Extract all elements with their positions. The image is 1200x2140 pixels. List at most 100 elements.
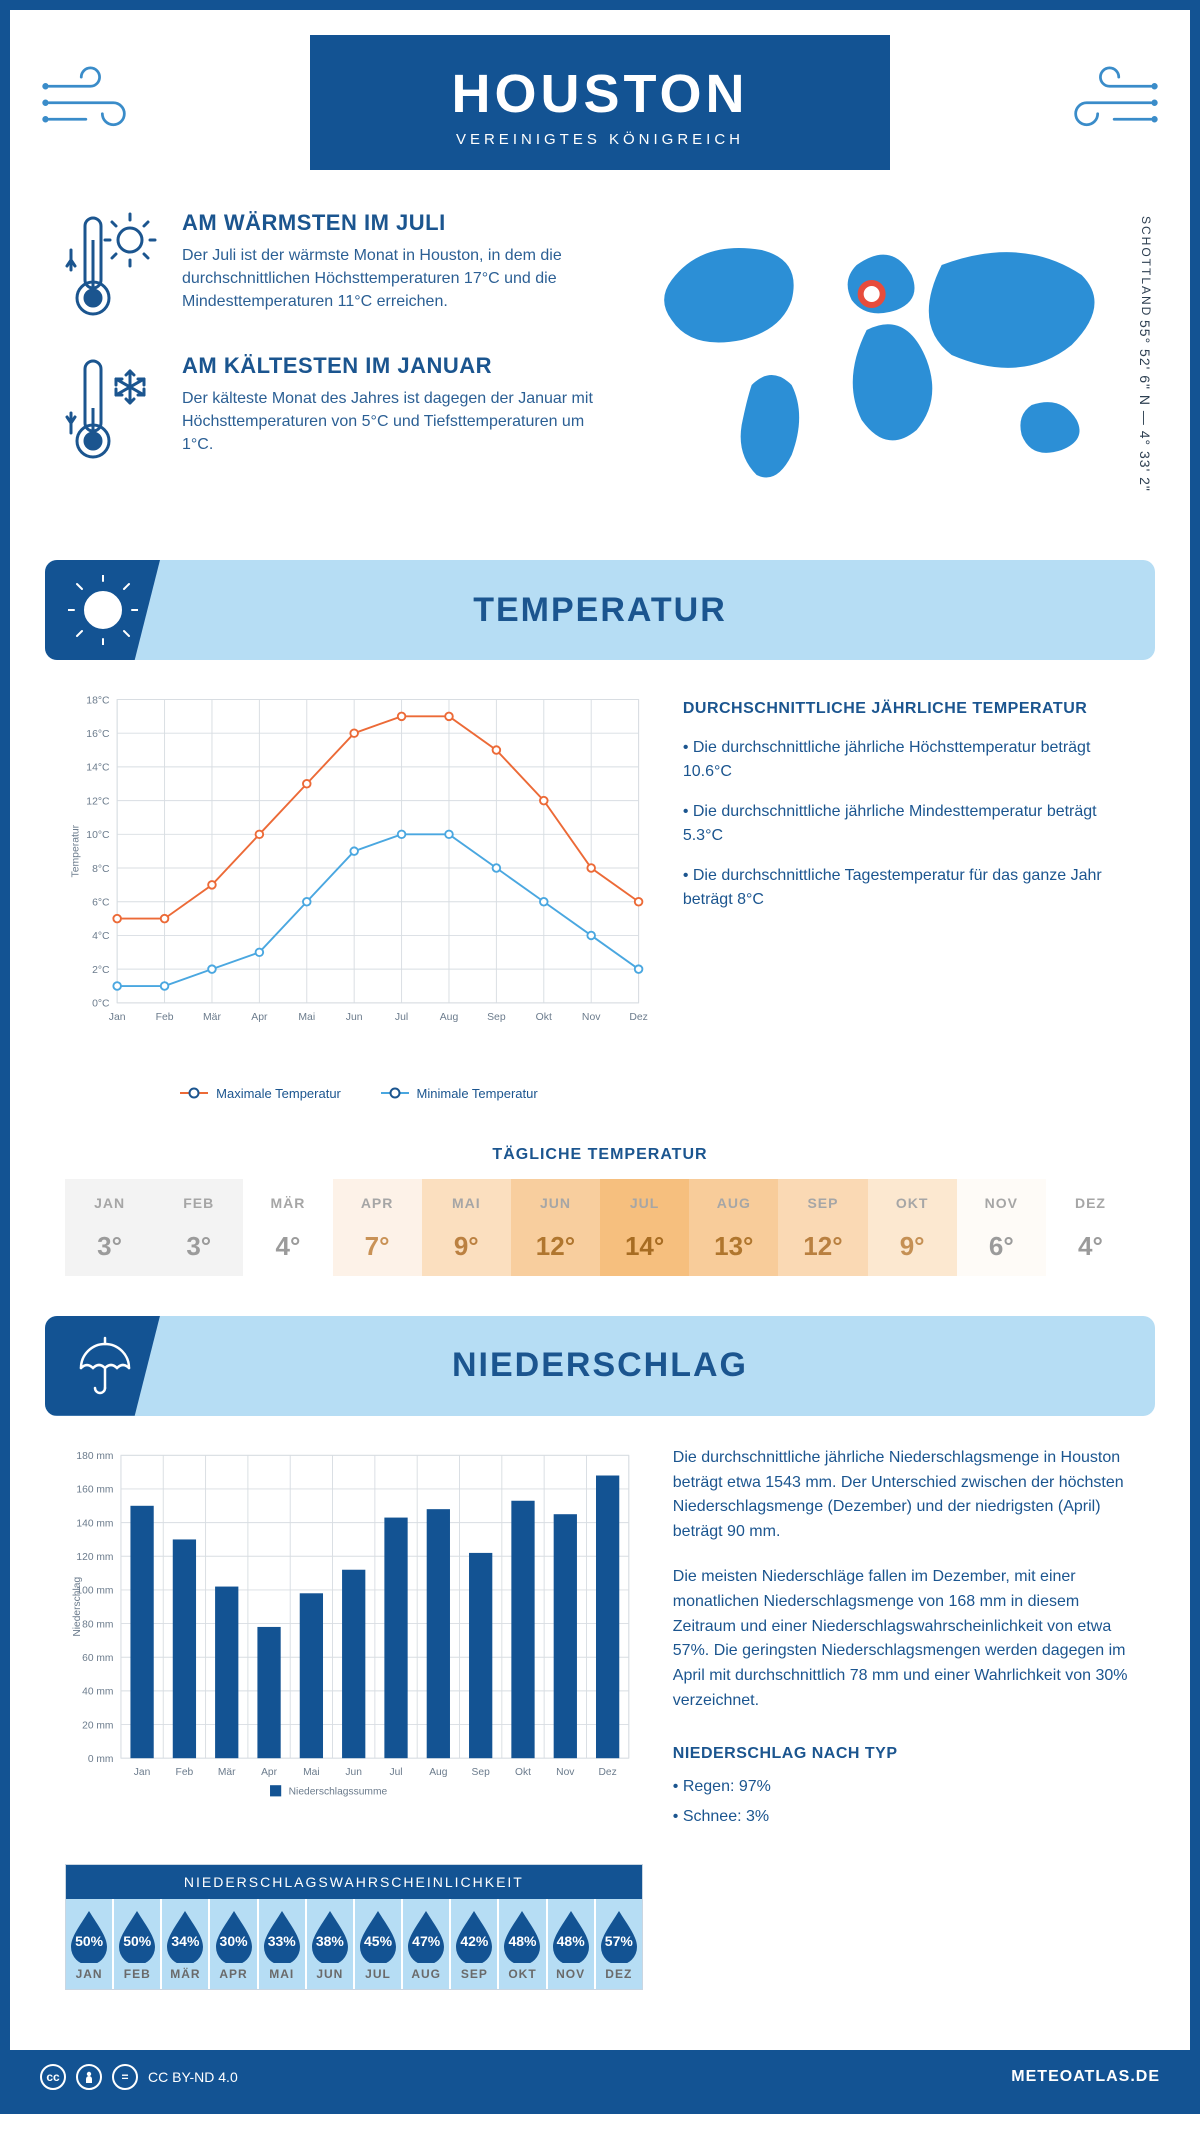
svg-text:Sep: Sep: [487, 1012, 506, 1023]
svg-text:Nov: Nov: [556, 1767, 575, 1778]
license-block: cc = CC BY-ND 4.0: [40, 2064, 238, 2090]
city-title: HOUSTON: [330, 63, 870, 125]
svg-text:Dez: Dez: [629, 1012, 648, 1023]
thermometer-snow-icon: [65, 353, 160, 468]
svg-text:40 mm: 40 mm: [82, 1686, 113, 1697]
svg-text:Okt: Okt: [515, 1767, 531, 1778]
daily-temp-cell: JAN3°: [65, 1179, 154, 1276]
fact-warm-text: Der Juli ist der wärmste Monat in Housto…: [182, 244, 598, 314]
svg-text:10°C: 10°C: [86, 830, 110, 841]
probability-cell: 50%JAN: [66, 1899, 114, 1989]
probability-panel: NIEDERSCHLAGSWAHRSCHEINLICHKEIT 50%JAN50…: [65, 1864, 643, 1990]
precip-bytype-heading: NIEDERSCHLAG NACH TYP: [673, 1742, 1135, 1767]
svg-text:Jan: Jan: [134, 1767, 151, 1778]
probability-cell: 48%NOV: [548, 1899, 596, 1989]
svg-text:20 mm: 20 mm: [82, 1720, 113, 1731]
svg-text:0 mm: 0 mm: [88, 1754, 114, 1765]
probability-cell: 45%JUL: [355, 1899, 403, 1989]
region-label: SCHOTTLAND: [1139, 216, 1153, 317]
svg-text:Sep: Sep: [472, 1767, 491, 1778]
precip-summary: Die durchschnittliche jährliche Niedersc…: [673, 1446, 1135, 1990]
fact-cold-text: Der kälteste Monat des Jahres ist dagege…: [182, 387, 598, 457]
svg-text:Feb: Feb: [156, 1012, 174, 1023]
temperature-section-title: TEMPERATUR: [473, 591, 727, 630]
svg-text:Mai: Mai: [298, 1012, 315, 1023]
map-column: SCHOTTLAND 55° 52' 6" N — 4° 33' 2" W: [628, 210, 1135, 510]
probability-cell: 57%DEZ: [596, 1899, 642, 1989]
temperature-area: 0°C2°C4°C6°C8°C10°C12°C14°C16°C18°CJanFe…: [10, 690, 1190, 1121]
daily-temp-cell: OKT9°: [868, 1179, 957, 1276]
temperature-line-chart: 0°C2°C4°C6°C8°C10°C12°C14°C16°C18°CJanFe…: [65, 690, 653, 1101]
svg-text:Niederschlagssumme: Niederschlagssumme: [289, 1786, 388, 1797]
daily-temp-cell: FEB3°: [154, 1179, 243, 1276]
temperature-legend: Maximale Temperatur Minimale Temperatur: [65, 1082, 653, 1101]
section-banner-temperature: TEMPERATUR: [45, 560, 1155, 660]
probability-heading: NIEDERSCHLAGSWAHRSCHEINLICHKEIT: [66, 1865, 642, 1899]
precip-p2: Die meisten Niederschläge fallen im Deze…: [673, 1565, 1135, 1714]
license-text: CC BY-ND 4.0: [148, 2069, 238, 2085]
temp-bullet: • Die durchschnittliche jährliche Mindes…: [683, 800, 1135, 848]
temperature-summary: DURCHSCHNITTLICHE JÄHRLICHE TEMPERATUR •…: [683, 690, 1135, 1101]
precip-bytype-item: • Schnee: 3%: [673, 1805, 1135, 1830]
svg-text:60 mm: 60 mm: [82, 1653, 113, 1664]
precip-section-title: NIEDERSCHLAG: [452, 1346, 748, 1385]
header-wrap: HOUSTON VEREINIGTES KÖNIGREICH: [170, 10, 1030, 170]
footer: cc = CC BY-ND 4.0 METEOATLAS.DE: [10, 2050, 1190, 2104]
svg-text:Jun: Jun: [345, 1767, 362, 1778]
probability-cell: 47%AUG: [403, 1899, 451, 1989]
precip-bar-chart: 0 mm20 mm40 mm60 mm80 mm100 mm120 mm140 …: [65, 1446, 643, 1990]
by-icon: [76, 2064, 102, 2090]
svg-text:Mär: Mär: [218, 1767, 236, 1778]
country-subtitle: VEREINIGTES KÖNIGREICH: [330, 131, 870, 148]
intro-section: AM WÄRMSTEN IM JULI Der Juli ist der wär…: [10, 170, 1190, 540]
daily-temp-title: TÄGLICHE TEMPERATUR: [10, 1146, 1190, 1164]
svg-text:Apr: Apr: [261, 1767, 278, 1778]
temp-summary-heading: DURCHSCHNITTLICHE JÄHRLICHE TEMPERATUR: [683, 700, 1135, 718]
precip-bytype-item: • Regen: 97%: [673, 1775, 1135, 1800]
sun-corner-icon: [45, 560, 160, 660]
facts-column: AM WÄRMSTEN IM JULI Der Juli ist der wär…: [65, 210, 598, 496]
thermometer-sun-icon: [65, 210, 160, 325]
site-credit: METEOATLAS.DE: [1011, 2068, 1160, 2086]
svg-text:Jan: Jan: [109, 1012, 126, 1023]
svg-text:Nov: Nov: [582, 1012, 601, 1023]
cc-icon: cc: [40, 2064, 66, 2090]
svg-text:8°C: 8°C: [92, 864, 110, 875]
wind-icon: [1050, 55, 1160, 150]
header-row: HOUSTON VEREINIGTES KÖNIGREICH: [10, 10, 1190, 170]
daily-temp-cell: APR7°: [333, 1179, 422, 1276]
daily-temp-cell: AUG13°: [689, 1179, 778, 1276]
daily-temp-cell: JUL14°: [600, 1179, 689, 1276]
svg-text:2°C: 2°C: [92, 965, 110, 976]
svg-text:Aug: Aug: [440, 1012, 459, 1023]
probability-row: 50%JAN50%FEB34%MÄR30%APR33%MAI38%JUN45%J…: [66, 1899, 642, 1989]
probability-cell: 33%MAI: [259, 1899, 307, 1989]
svg-text:120 mm: 120 mm: [76, 1552, 113, 1563]
svg-text:Mär: Mär: [203, 1012, 221, 1023]
svg-text:16°C: 16°C: [86, 729, 110, 740]
svg-text:180 mm: 180 mm: [76, 1451, 113, 1462]
precip-area: 0 mm20 mm40 mm60 mm80 mm100 mm120 mm140 …: [10, 1446, 1190, 2020]
probability-cell: 48%OKT: [499, 1899, 547, 1989]
legend-min: Minimale Temperatur: [417, 1086, 538, 1101]
fact-coldest: AM KÄLTESTEN IM JANUAR Der kälteste Mona…: [65, 353, 598, 468]
svg-text:14°C: 14°C: [86, 763, 110, 774]
svg-text:18°C: 18°C: [86, 695, 110, 706]
daily-temp-strip: JAN3°FEB3°MÄR4°APR7°MAI9°JUN12°JUL14°AUG…: [65, 1179, 1135, 1276]
daily-temp-cell: DEZ4°: [1046, 1179, 1135, 1276]
probability-cell: 34%MÄR: [162, 1899, 210, 1989]
precip-p1: Die durchschnittliche jährliche Niedersc…: [673, 1446, 1135, 1545]
svg-text:6°C: 6°C: [92, 898, 110, 909]
svg-text:12°C: 12°C: [86, 796, 110, 807]
svg-text:Mai: Mai: [303, 1767, 320, 1778]
world-map: [628, 210, 1135, 510]
svg-text:Niederschlag: Niederschlag: [72, 1576, 83, 1636]
section-banner-precip: NIEDERSCHLAG: [45, 1316, 1155, 1416]
svg-text:80 mm: 80 mm: [82, 1619, 113, 1630]
daily-temp-cell: SEP12°: [778, 1179, 867, 1276]
svg-text:Jul: Jul: [395, 1012, 408, 1023]
temp-bullet: • Die durchschnittliche jährliche Höchst…: [683, 736, 1135, 784]
daily-temp-cell: NOV6°: [957, 1179, 1046, 1276]
probability-cell: 38%JUN: [307, 1899, 355, 1989]
header-band: HOUSTON VEREINIGTES KÖNIGREICH: [310, 35, 890, 170]
